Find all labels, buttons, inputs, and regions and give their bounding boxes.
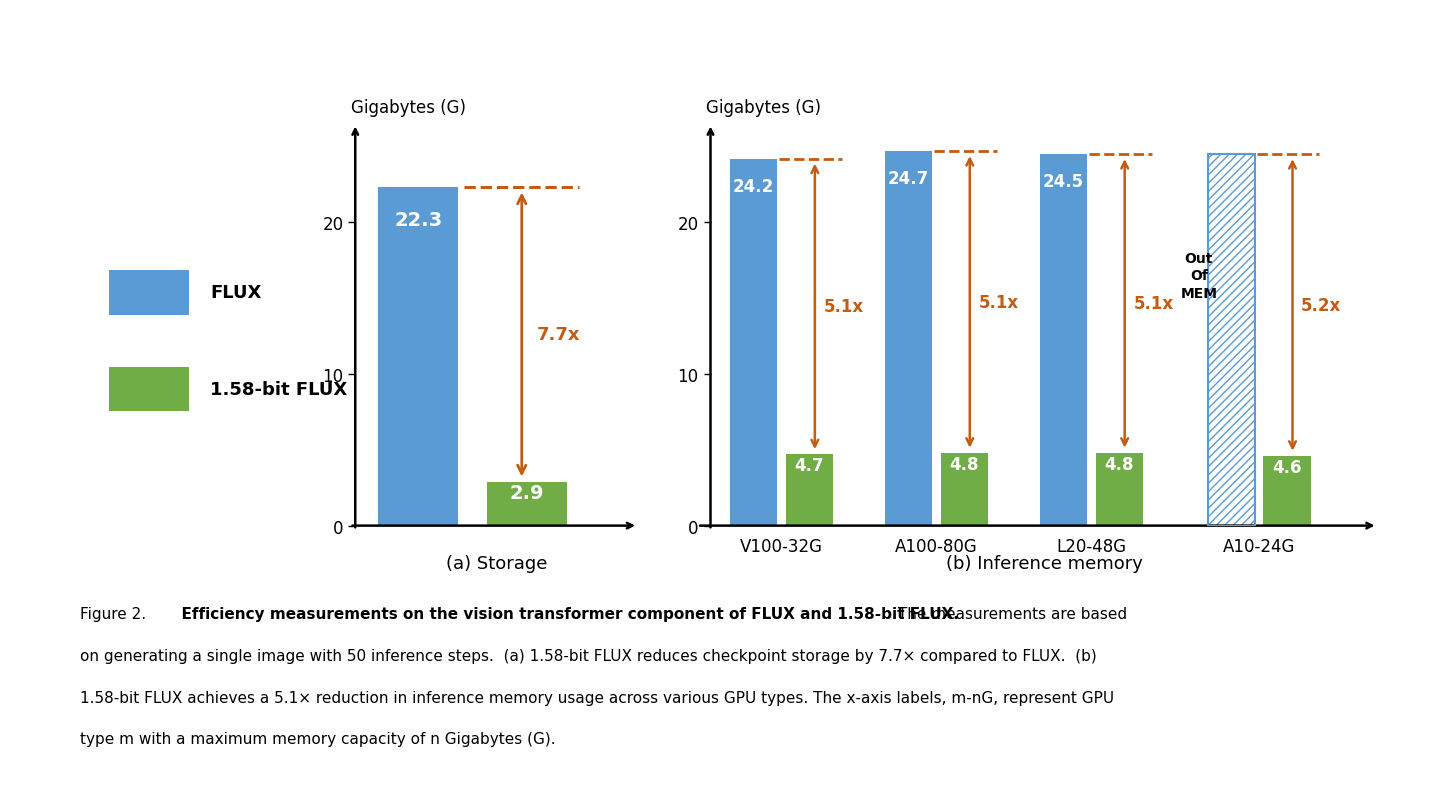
Text: 2.9: 2.9: [510, 484, 544, 503]
Text: 5.1x: 5.1x: [824, 298, 864, 316]
Bar: [884, 152, 932, 526]
Text: Gigabytes (G): Gigabytes (G): [351, 99, 465, 117]
Text: Figure 2.: Figure 2.: [80, 606, 146, 622]
Text: 4.8: 4.8: [1105, 455, 1134, 473]
Text: Out
Of
MEM: Out Of MEM: [1180, 251, 1218, 300]
Text: 1.58-bit FLUX achieves a 5.1× reduction in inference memory usage across various: 1.58-bit FLUX achieves a 5.1× reduction …: [80, 690, 1114, 705]
Text: 5.1x: 5.1x: [979, 294, 1018, 312]
Bar: [1208, 155, 1254, 526]
Bar: [786, 454, 834, 526]
Bar: [109, 368, 188, 411]
Text: type m with a maximum memory capacity of n Gigabytes (G).: type m with a maximum memory capacity of…: [80, 732, 555, 747]
Bar: [1263, 456, 1311, 526]
Text: 5.2x: 5.2x: [1301, 296, 1341, 315]
Bar: [1096, 453, 1143, 526]
Text: FLUX: FLUX: [210, 284, 261, 302]
Text: 4.6: 4.6: [1273, 458, 1302, 476]
Text: 7.7x: 7.7x: [536, 326, 580, 344]
Text: Gigabytes (G): Gigabytes (G): [706, 99, 821, 117]
Text: The measurements are based: The measurements are based: [893, 606, 1127, 622]
Text: 24.7: 24.7: [887, 170, 929, 188]
Bar: [1208, 155, 1254, 526]
Text: 4.7: 4.7: [795, 457, 824, 475]
Text: 4.8: 4.8: [950, 455, 979, 473]
Bar: [487, 482, 567, 526]
Bar: [378, 188, 458, 526]
Bar: [941, 453, 987, 526]
Text: 24.2: 24.2: [732, 177, 774, 195]
Text: (a) Storage: (a) Storage: [447, 554, 547, 572]
Text: 1.58-bit FLUX: 1.58-bit FLUX: [210, 381, 348, 398]
Text: 22.3: 22.3: [394, 211, 442, 230]
Text: (b) Inference memory: (b) Inference memory: [945, 554, 1143, 572]
Text: 24.5: 24.5: [1043, 173, 1085, 191]
Bar: [729, 159, 777, 526]
Text: on generating a single image with 50 inference steps.  (a) 1.58-bit FLUX reduces: on generating a single image with 50 inf…: [80, 648, 1096, 663]
Text: 5.1x: 5.1x: [1134, 295, 1173, 313]
Bar: [1040, 155, 1088, 526]
Bar: [109, 271, 188, 315]
Text: Efficiency measurements on the vision transformer component of FLUX and 1.58-bit: Efficiency measurements on the vision tr…: [171, 606, 958, 622]
